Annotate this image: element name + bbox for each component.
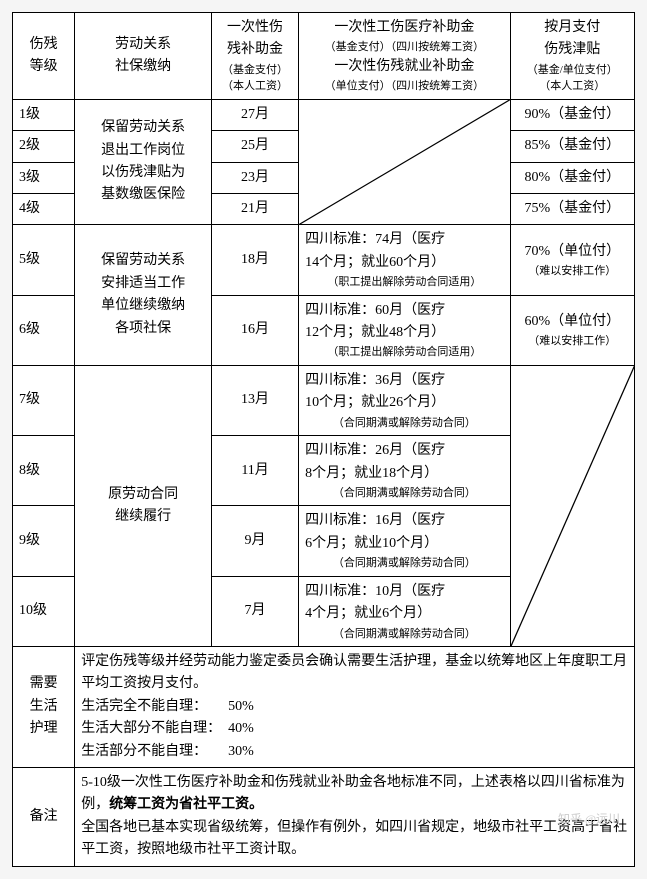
care-label: 需要生活护理 bbox=[13, 647, 75, 768]
cell-med: 四川标准：36月（医疗10个月；就业26个月） （合同期满或解除劳动合同） bbox=[299, 365, 510, 435]
hdr-relation-main: 劳动关系社保缴纳 bbox=[81, 34, 205, 79]
cell-level: 2级 bbox=[13, 131, 75, 162]
hdr-med-emp: 一次性工伤医疗补助金 （基金支付）（四川按统筹工资） 一次性伤残就业补助金 （单… bbox=[299, 13, 510, 100]
cell-monthly-sub: （难以安排工作） bbox=[517, 333, 628, 350]
cell-lump: 25月 bbox=[212, 131, 299, 162]
cell-level: 7级 bbox=[13, 365, 75, 435]
care-line2: 生活大部分不能自理： 40% bbox=[81, 718, 628, 740]
hdr-monthly: 按月支付伤残津贴 （基金/单位支付）（本人工资） bbox=[510, 13, 634, 100]
hdr-monthly-sub: （基金/单位支付）（本人工资） bbox=[517, 62, 628, 95]
cell-med: 四川标准：16月（医疗6个月；就业10个月） （合同期满或解除劳动合同） bbox=[299, 506, 510, 576]
cell-lump: 13月 bbox=[212, 365, 299, 435]
remark-body: 5-10级一次性工伤医疗补助金和伤残就业补助金各地标准不同，上述表格以四川省标准… bbox=[75, 767, 635, 866]
hdr-med-a: 一次性工伤医疗补助金 bbox=[305, 17, 503, 39]
cell-monthly-7-10-empty bbox=[510, 365, 634, 646]
hdr-lump-main: 一次性伤残补助金 bbox=[218, 17, 292, 62]
cell-relation-5-6: 保留劳动关系安排适当工作单位继续缴纳各项社保 bbox=[75, 225, 212, 366]
cell-monthly-sub: （难以安排工作） bbox=[517, 263, 628, 280]
cell-med-main: 四川标准：74月（医疗14个月；就业60个月） bbox=[305, 229, 503, 274]
cell-relation-7-10: 原劳动合同继续履行 bbox=[75, 365, 212, 646]
care-intro: 评定伤残等级并经劳动能力鉴定委员会确认需要生活护理，基金以统筹地区上年度职工月平… bbox=[81, 651, 628, 696]
cell-med-main: 四川标准：36月（医疗10个月；就业26个月） bbox=[305, 370, 503, 415]
cell-med-1-4-empty bbox=[299, 99, 510, 225]
cell-lump: 21月 bbox=[212, 193, 299, 224]
hdr-med-b-sub: （单位支付）（四川按统筹工资） bbox=[305, 78, 503, 95]
remark-p1b: 统筹工资为省社平工资。 bbox=[109, 797, 263, 812]
cell-lump: 7月 bbox=[212, 576, 299, 646]
cell-monthly: 75%（基金付） bbox=[510, 193, 634, 224]
hdr-lump: 一次性伤残补助金 （基金支付）（本人工资） bbox=[212, 13, 299, 100]
cell-lump: 16月 bbox=[212, 295, 299, 365]
cell-level: 9级 bbox=[13, 506, 75, 576]
row-care: 需要生活护理 评定伤残等级并经劳动能力鉴定委员会确认需要生活护理，基金以统筹地区… bbox=[13, 647, 635, 768]
cell-monthly-main: 60%（单位付） bbox=[517, 311, 628, 333]
cell-med: 四川标准：26月（医疗8个月；就业18个月） （合同期满或解除劳动合同） bbox=[299, 436, 510, 506]
cell-level: 6级 bbox=[13, 295, 75, 365]
cell-med: 四川标准：60月（医疗12个月；就业48个月） （职工提出解除劳动合同适用） bbox=[299, 295, 510, 365]
cell-level: 10级 bbox=[13, 576, 75, 646]
cell-monthly: 80%（基金付） bbox=[510, 162, 634, 193]
remark-p2: 全国各地已基本实现省级统筹，但操作有例外，如四川省规定，地级市社平工资高于省社平… bbox=[81, 817, 628, 862]
cell-med-main: 四川标准：10月（医疗4个月；就业6个月） bbox=[305, 581, 503, 626]
cell-lump: 27月 bbox=[212, 99, 299, 130]
cell-relation-1-4: 保留劳动关系退出工作岗位以伤残津贴为基数缴医保险 bbox=[75, 99, 212, 225]
cell-monthly: 60%（单位付） （难以安排工作） bbox=[510, 295, 634, 365]
care-body: 评定伤残等级并经劳动能力鉴定委员会确认需要生活护理，基金以统筹地区上年度职工月平… bbox=[75, 647, 635, 768]
cell-med-sub: （合同期满或解除劳动合同） bbox=[305, 415, 503, 432]
cell-med-sub: （合同期满或解除劳动合同） bbox=[305, 485, 503, 502]
cell-level: 3级 bbox=[13, 162, 75, 193]
cell-level: 5级 bbox=[13, 225, 75, 295]
row-l7: 7级 原劳动合同继续履行 13月 四川标准：36月（医疗10个月；就业26个月）… bbox=[13, 365, 635, 435]
hdr-lump-sub: （基金支付）（本人工资） bbox=[218, 62, 292, 95]
header-row: 伤残等级 劳动关系社保缴纳 一次性伤残补助金 （基金支付）（本人工资） 一次性工… bbox=[13, 13, 635, 100]
cell-med-main: 四川标准：26月（医疗8个月；就业18个月） bbox=[305, 440, 503, 485]
cell-med-main: 四川标准：16月（医疗6个月；就业10个月） bbox=[305, 510, 503, 555]
cell-level: 8级 bbox=[13, 436, 75, 506]
hdr-level: 伤残等级 bbox=[13, 13, 75, 100]
disability-benefits-table: 伤残等级 劳动关系社保缴纳 一次性伤残补助金 （基金支付）（本人工资） 一次性工… bbox=[12, 12, 635, 867]
cell-lump: 11月 bbox=[212, 436, 299, 506]
cell-lump: 18月 bbox=[212, 225, 299, 295]
cell-lump: 9月 bbox=[212, 506, 299, 576]
cell-level: 1级 bbox=[13, 99, 75, 130]
cell-lump: 23月 bbox=[212, 162, 299, 193]
cell-med: 四川标准：10月（医疗4个月；就业6个月） （合同期满或解除劳动合同） bbox=[299, 576, 510, 646]
cell-med-main: 四川标准：60月（医疗12个月；就业48个月） bbox=[305, 300, 503, 345]
cell-monthly: 90%（基金付） bbox=[510, 99, 634, 130]
row-remark: 备注 5-10级一次性工伤医疗补助金和伤残就业补助金各地标准不同，上述表格以四川… bbox=[13, 767, 635, 866]
hdr-med-a-sub: （基金支付）（四川按统筹工资） bbox=[305, 39, 503, 56]
cell-med-sub: （职工提出解除劳动合同适用） bbox=[305, 344, 503, 361]
cell-level: 4级 bbox=[13, 193, 75, 224]
hdr-relation: 劳动关系社保缴纳 bbox=[75, 13, 212, 100]
care-line1: 生活完全不能自理： 50% bbox=[81, 696, 628, 718]
cell-med-sub: （合同期满或解除劳动合同） bbox=[305, 555, 503, 572]
hdr-level-main: 伤残等级 bbox=[19, 34, 68, 79]
row-l5: 5级 保留劳动关系安排适当工作单位继续缴纳各项社保 18月 四川标准：74月（医… bbox=[13, 225, 635, 295]
row-l1: 1级 保留劳动关系退出工作岗位以伤残津贴为基数缴医保险 27月 90%（基金付） bbox=[13, 99, 635, 130]
care-line3: 生活部分不能自理： 30% bbox=[81, 741, 628, 763]
cell-med: 四川标准：74月（医疗14个月；就业60个月） （职工提出解除劳动合同适用） bbox=[299, 225, 510, 295]
cell-monthly: 70%（单位付） （难以安排工作） bbox=[510, 225, 634, 295]
hdr-monthly-main: 按月支付伤残津贴 bbox=[517, 17, 628, 62]
remark-label: 备注 bbox=[13, 767, 75, 866]
cell-monthly: 85%（基金付） bbox=[510, 131, 634, 162]
cell-monthly-main: 70%（单位付） bbox=[517, 241, 628, 263]
hdr-med-b: 一次性伤残就业补助金 bbox=[305, 56, 503, 78]
cell-med-sub: （职工提出解除劳动合同适用） bbox=[305, 274, 503, 291]
cell-med-sub: （合同期满或解除劳动合同） bbox=[305, 626, 503, 643]
